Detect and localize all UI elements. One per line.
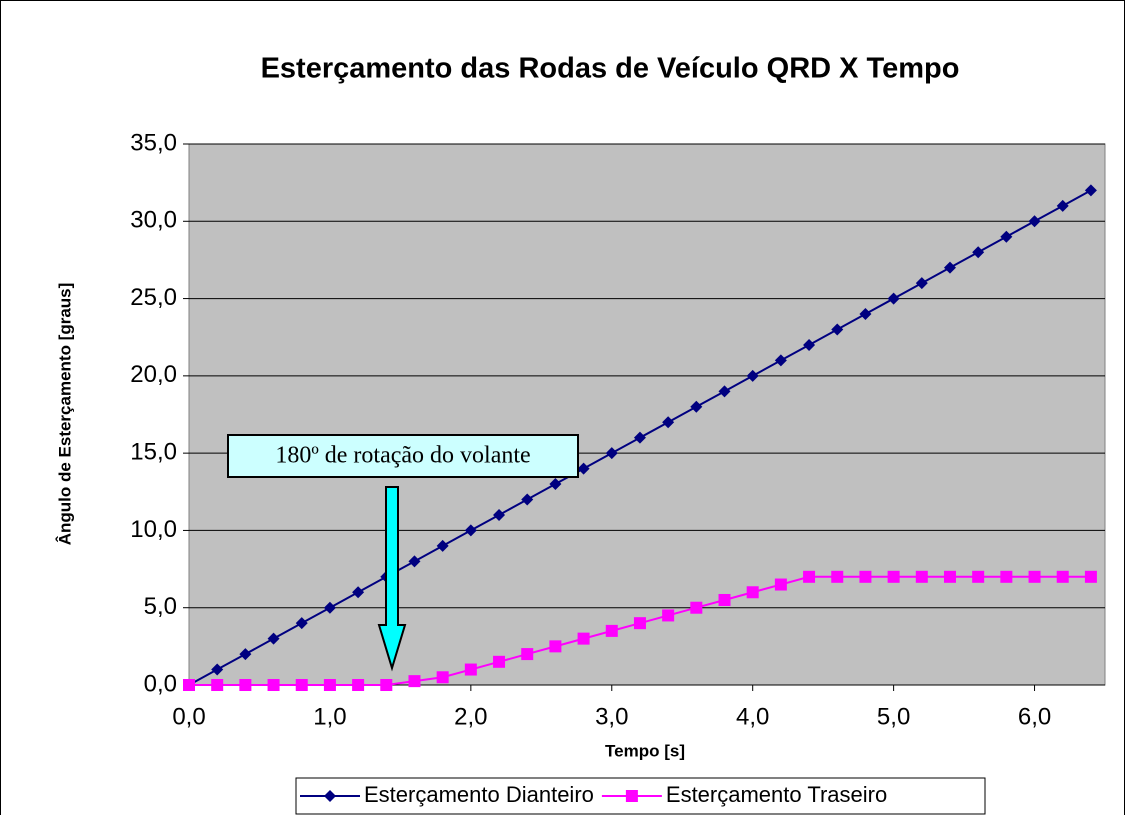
point	[633, 617, 646, 630]
point	[774, 578, 787, 591]
point	[493, 508, 506, 521]
point	[1000, 570, 1013, 583]
y-tick-label: 5,0	[144, 593, 177, 620]
y-tick-label: 35,0	[130, 129, 177, 156]
point	[746, 369, 759, 382]
point	[436, 539, 449, 552]
point	[239, 679, 252, 691]
point	[295, 617, 308, 630]
annotation-box	[227, 434, 579, 478]
point	[295, 679, 308, 691]
point	[887, 292, 900, 305]
point	[605, 447, 618, 460]
point	[718, 593, 731, 606]
point	[183, 679, 195, 691]
annotation-arrow	[377, 486, 407, 672]
point	[267, 679, 280, 691]
x-tick-label: 2,0	[454, 703, 487, 730]
point	[267, 632, 280, 645]
point	[718, 385, 731, 398]
x-axis-label: Tempo [s]	[605, 741, 685, 760]
y-tick-label: 20,0	[130, 361, 177, 388]
point	[323, 679, 336, 691]
point	[690, 400, 703, 413]
y-axis-label: Ângulo de Esterçamento [graus]	[55, 283, 74, 546]
point	[1056, 199, 1069, 212]
point	[577, 462, 590, 475]
legend-label: Esterçamento Dianteiro	[364, 782, 594, 807]
point	[577, 632, 590, 645]
plot-area	[188, 143, 1106, 686]
point	[211, 663, 224, 676]
point	[915, 570, 928, 583]
point	[352, 679, 365, 691]
point	[690, 601, 703, 614]
point	[464, 524, 477, 537]
y-tick-label: 0,0	[144, 670, 177, 697]
x-tick-label: 5,0	[877, 703, 910, 730]
point	[1028, 215, 1041, 228]
point	[803, 570, 816, 583]
point	[323, 601, 336, 614]
point	[859, 570, 872, 583]
y-tick-label: 15,0	[130, 438, 177, 465]
x-tick-label: 4,0	[736, 703, 769, 730]
point	[662, 609, 675, 622]
x-tick-label: 1,0	[313, 703, 346, 730]
y-tick-label: 30,0	[130, 207, 177, 234]
annotation-text: 180º de rotação do volante	[275, 443, 530, 469]
point	[633, 431, 646, 444]
point	[211, 679, 224, 691]
point	[859, 308, 872, 321]
point	[436, 671, 449, 684]
point	[493, 655, 506, 668]
point	[1028, 570, 1041, 583]
point	[549, 478, 562, 491]
point	[831, 570, 844, 583]
point	[943, 570, 956, 583]
point	[352, 586, 365, 599]
point	[803, 338, 816, 351]
legend-marker	[324, 790, 336, 802]
point	[746, 586, 759, 599]
x-tick-label: 0,0	[172, 703, 205, 730]
point	[380, 679, 393, 691]
point	[972, 570, 985, 583]
point	[1084, 570, 1097, 583]
point	[521, 493, 534, 506]
point	[605, 624, 618, 637]
x-tick-label: 3,0	[595, 703, 628, 730]
point	[521, 648, 534, 661]
point	[943, 261, 956, 274]
point	[549, 640, 562, 653]
point	[464, 663, 477, 676]
point	[408, 555, 421, 568]
point	[915, 277, 928, 290]
point	[972, 246, 985, 259]
point	[239, 648, 252, 661]
point	[1084, 184, 1097, 197]
point	[1000, 230, 1013, 243]
point	[408, 675, 421, 688]
chart-title: Esterçamento das Rodas de Veículo QRD X …	[261, 53, 960, 85]
point	[1056, 570, 1069, 583]
point	[774, 354, 787, 367]
point	[662, 416, 675, 429]
y-tick-label: 10,0	[130, 516, 177, 543]
point	[831, 323, 844, 336]
legend-marker	[625, 790, 638, 802]
point	[887, 570, 900, 583]
legend-label: Esterçamento Traseiro	[666, 782, 887, 807]
x-tick-label: 6,0	[1018, 703, 1051, 730]
y-tick-label: 25,0	[130, 284, 177, 311]
